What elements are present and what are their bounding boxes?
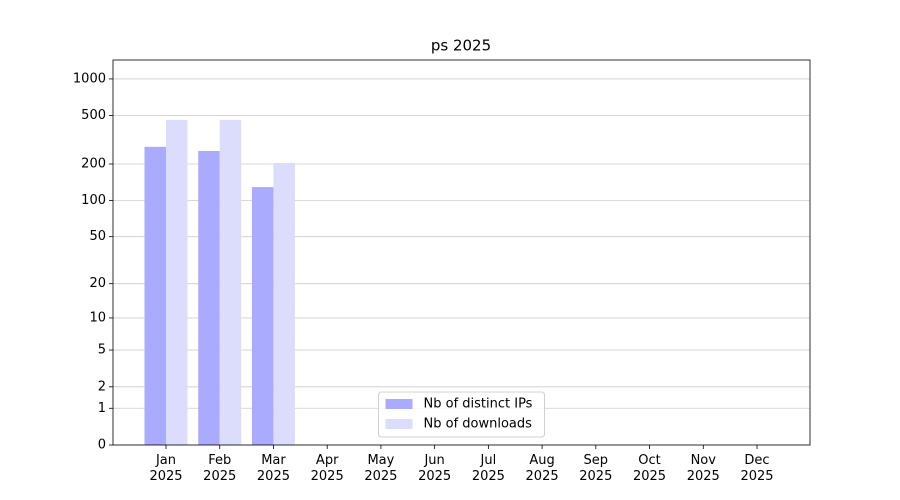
chart-title: ps 2025 — [431, 37, 491, 55]
legend-label: Nb of distinct IPs — [424, 397, 533, 412]
x-tick-label: Aug 2025 — [525, 453, 559, 484]
legend-swatch — [385, 399, 413, 409]
bar — [144, 146, 166, 445]
y-tick-label: 200 — [81, 157, 106, 172]
bar — [198, 150, 220, 446]
legend-swatch — [385, 419, 413, 429]
bar — [166, 119, 188, 446]
y-tick-label: 100 — [81, 193, 106, 208]
x-tick-label: Jul 2025 — [471, 453, 505, 484]
y-tick-label: 50 — [89, 229, 106, 244]
x-tick-label: Jun 2025 — [418, 453, 452, 484]
x-tick-label: Mar 2025 — [256, 453, 290, 484]
bar — [273, 162, 295, 445]
y-tick-label: 20 — [89, 276, 106, 291]
bar — [251, 187, 274, 446]
bar — [219, 119, 242, 446]
x-tick-label: Oct 2025 — [632, 453, 667, 484]
x-tick-label: Jan 2025 — [149, 453, 183, 484]
y-tick-label: 500 — [81, 108, 106, 123]
x-tick-label: Dec 2025 — [740, 453, 774, 484]
x-tick-label: May 2025 — [364, 453, 398, 484]
legend: Nb of distinct IPs Nb of downloads — [378, 391, 545, 438]
x-tick-label: Nov 2025 — [686, 453, 720, 484]
x-tick-label: Sep 2025 — [579, 453, 613, 484]
y-tick-label: 1 — [98, 401, 106, 416]
x-tick-label: Apr 2025 — [310, 453, 344, 484]
y-tick-label: 1000 — [73, 71, 106, 86]
x-tick-label: Feb 2025 — [203, 453, 237, 484]
y-tick-label: 2 — [98, 379, 106, 394]
legend-label: Nb of downloads — [424, 417, 533, 432]
y-tick-label: 5 — [98, 343, 106, 358]
y-tick-label: 10 — [89, 310, 106, 325]
y-tick-label: 0 — [98, 438, 106, 453]
plot-frame — [112, 59, 811, 446]
legend-frame — [378, 391, 545, 438]
